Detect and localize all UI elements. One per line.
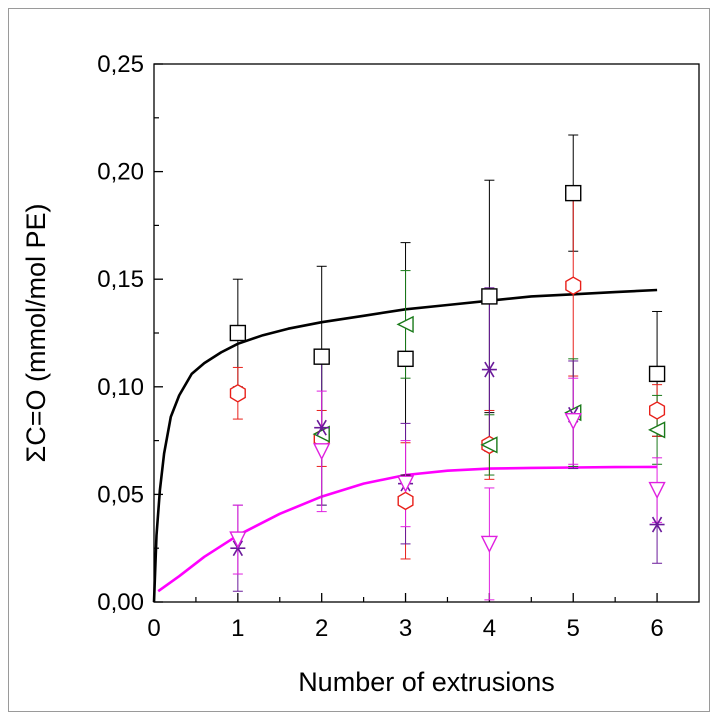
hexagon-marker <box>397 491 414 511</box>
triangle-down-marker <box>648 481 666 500</box>
square-marker <box>313 348 330 365</box>
square-marker <box>565 184 582 202</box>
x-tick-label: 2 <box>315 615 328 642</box>
hexagon-marker <box>649 401 666 420</box>
y-tick-label: 0,05 <box>97 481 144 508</box>
triangle-down-marker <box>564 413 582 431</box>
y-tick-label: 0,10 <box>97 374 144 401</box>
triangle-left-marker <box>480 436 498 454</box>
triangle-down-marker <box>229 531 247 549</box>
asterisk-stroke <box>651 516 663 533</box>
triangle-down-marker <box>480 535 499 553</box>
x-tick-label: 5 <box>567 615 580 642</box>
asterisk-marker <box>481 361 497 378</box>
x-tick-label: 6 <box>650 615 663 642</box>
square-marker <box>229 324 247 342</box>
y-tick-label: 0,25 <box>97 51 144 78</box>
data-markers <box>229 184 666 557</box>
triangle-left-marker <box>648 421 666 439</box>
triangle-down-marker <box>313 443 331 461</box>
triangle-down-marker <box>396 475 415 493</box>
y-tick-label: 0,15 <box>97 266 144 293</box>
triangle-left-marker <box>396 315 414 334</box>
asterisk-marker <box>314 419 330 436</box>
y-tick-label: 0,20 <box>97 159 144 186</box>
square-marker <box>481 288 498 305</box>
x-tick-labels: 0 1 2 3 4 5 6 <box>147 615 663 642</box>
square-marker <box>648 365 666 383</box>
plot-area-frame <box>153 63 700 603</box>
chart: 0 1 2 3 4 5 6 0,00 0,05 0,10 0,15 0,20 0,25 Number … <box>21 51 700 697</box>
fit-curves <box>152 288 658 603</box>
asterisk-stroke <box>316 419 327 436</box>
fit-curve <box>157 465 658 593</box>
x-tick-label: 4 <box>483 615 496 642</box>
figure-frame: 0 1 2 3 4 5 6 0,00 0,05 0,10 0,15 0,20 0,25 Number … <box>8 8 710 712</box>
x-axis-label: Number of extrusions <box>298 667 555 697</box>
error-bars <box>232 134 663 601</box>
hexagon-marker <box>565 276 582 296</box>
asterisk-stroke <box>484 361 495 378</box>
x-tick-label: 1 <box>231 615 244 642</box>
square-marker <box>397 350 414 368</box>
x-tick-label: 3 <box>399 615 412 642</box>
y-axis-label: ΣC=O (mmol/mol PE) <box>21 204 51 463</box>
y-tick-labels: 0,00 0,05 0,10 0,15 0,20 0,25 <box>97 51 144 616</box>
triangle-left-marker <box>312 425 330 443</box>
hexagon-marker <box>229 383 246 403</box>
fit-curve <box>152 288 658 603</box>
asterisk-marker <box>649 516 665 533</box>
y-tick-label: 0,00 <box>97 589 144 616</box>
x-tick-label: 0 <box>147 615 160 642</box>
